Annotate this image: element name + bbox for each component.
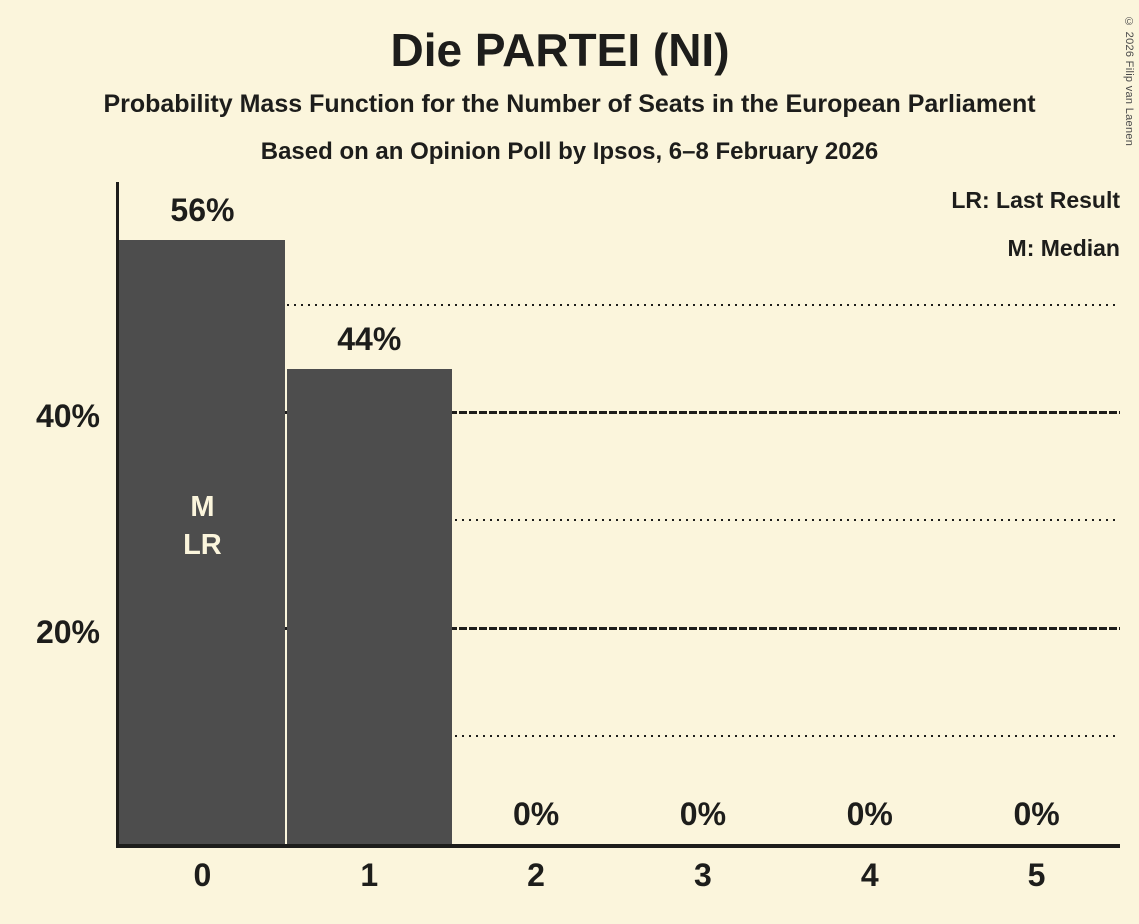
bar-value-label-4: 0% [846,796,893,832]
bar-value-label-1: 44% [337,321,402,357]
gridline-20pct [119,627,1120,631]
x-tick-label-0: 0 [193,857,212,893]
annotation-line-m: M [190,491,215,523]
bar-value-label-0: 56% [170,192,235,228]
bar-seats-0 [119,240,285,844]
gridline-40pct [119,411,1120,415]
x-axis-line [116,844,1120,848]
gridline-30pct [119,519,1120,522]
bar-value-label-2: 0% [512,796,560,832]
x-tick-label-1: 1 [360,857,379,893]
y-axis-line [116,182,119,848]
plot-area: 56% 0 44% 1 0% 2 0% 3 0% 4 0% 5 40% 20% M LR [36,182,1120,893]
y-tick-label-20pct: 20% [35,614,100,651]
y-tick-label-40pct: 40% [35,398,100,435]
median-last-result-annotation: M LR [119,488,286,564]
chart-source-line: Based on an Opinion Poll by Ipsos, 6–8 F… [260,138,879,165]
gridline-10pct [119,735,1120,738]
legend-item-last-result: LR: Last Result [951,187,1120,213]
legend-item-median: M: Median [1007,235,1120,261]
copyright-notice: © 2026 Filip van Laenen [1123,16,1135,147]
gridline-50pct [119,303,1120,306]
legend: LR: Last Result M: Median [951,176,1120,272]
chart-title: Die PARTEI (NI) [390,24,730,76]
x-tick-label-5: 5 [1027,857,1046,893]
chart-subtitle: Probability Mass Function for the Number… [103,90,1036,118]
bar-value-label-3: 0% [679,796,727,832]
bar-value-label-5: 0% [1013,796,1060,832]
bar-seats-1 [286,369,452,844]
x-tick-label-3: 3 [694,857,712,893]
annotation-line-lr: LR [183,529,222,561]
x-tick-label-4: 4 [860,857,879,893]
x-tick-label-2: 2 [527,857,545,893]
